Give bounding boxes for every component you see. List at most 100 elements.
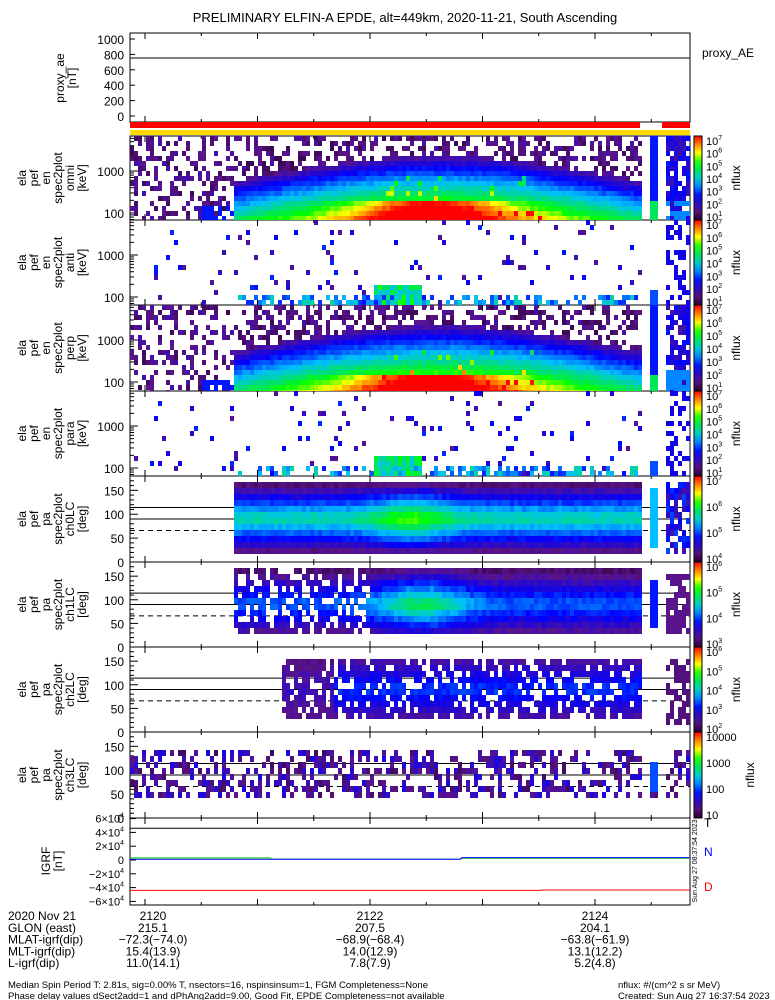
colorbar-tick-label: 106 bbox=[706, 148, 722, 161]
colorbar-tick-label: 10000 bbox=[706, 732, 737, 744]
colorbar-tick-label-base: 10 bbox=[706, 284, 718, 296]
colorbar-tick-label: 103 bbox=[706, 441, 722, 454]
colorbar-tick-label: 107 bbox=[706, 475, 722, 488]
x-axis-row-value: −68.9(−68.4) bbox=[336, 933, 405, 947]
colorbar-tick-label: 102 bbox=[706, 198, 722, 211]
colorbar-tick-label-base: 10 bbox=[706, 149, 718, 161]
y-axis-label-line: pa bbox=[39, 512, 53, 526]
x-axis-row-label: L-igrf(dip) bbox=[8, 956, 59, 970]
colorbar-tick-label-exponent: 5 bbox=[718, 330, 722, 337]
x-axis-row-value: −63.8(−61.9) bbox=[561, 933, 630, 947]
y-tick-label: 50 bbox=[111, 788, 125, 802]
y-axis-label-line: proxy_ae bbox=[53, 53, 67, 103]
colorbar-tick-label: 106 bbox=[706, 501, 722, 514]
colorbar-tick-label-base: 10 bbox=[706, 639, 718, 651]
colorbar-tick-label-base: 10 bbox=[706, 199, 718, 211]
colorbar-tick-label-exponent: 7 bbox=[718, 390, 722, 397]
colorbar-tick-label-base: 10 bbox=[706, 246, 718, 258]
spectrogram-pa-ch0LC bbox=[130, 476, 690, 562]
colorbar-tick-label-exponent: 3 bbox=[718, 356, 722, 363]
colorbar-tick-label-base: 10 bbox=[706, 554, 718, 566]
colorbar-tick-label-base: 10 bbox=[706, 331, 718, 343]
colorbar-tick-label-base: 10 bbox=[706, 476, 718, 488]
orbit-indicator-bar bbox=[130, 130, 690, 135]
colorbar-tick-label: 102 bbox=[706, 723, 722, 736]
colorbar-tick-label: 103 bbox=[706, 356, 722, 369]
y-axis-label-line: ch1LC bbox=[63, 587, 77, 622]
colorbar-tick-label-exponent: 2 bbox=[718, 454, 722, 461]
proxy-ae-legend: proxy_AE bbox=[702, 46, 754, 60]
y-axis-label-line: en bbox=[39, 171, 53, 184]
igrf-N-green-line bbox=[130, 857, 690, 860]
colorbar-tick-label-base: 10 bbox=[706, 647, 718, 659]
y-axis-label-line: anti bbox=[63, 253, 77, 272]
y-tick-label-exponent: 4 bbox=[120, 840, 124, 847]
colorbar-tick-label-base: 10 bbox=[706, 666, 718, 678]
y-tick-label: −4×104 bbox=[89, 882, 124, 895]
colorbar-tick-label: 104 bbox=[706, 258, 722, 271]
spectrogram-en-para bbox=[130, 391, 690, 476]
y-axis-label-line: perp bbox=[63, 336, 77, 360]
x-axis-row-value: 207.5 bbox=[355, 921, 385, 935]
colorbar-tick-label-base: 10 bbox=[706, 404, 718, 416]
y-axis-label-line: [nT] bbox=[51, 851, 65, 872]
colorbar-tick-label-base: 10 bbox=[706, 455, 718, 467]
y-axis-label-line: pef bbox=[27, 424, 41, 441]
colorbar-tick-label-exponent: 2 bbox=[718, 369, 722, 376]
y-tick-label: 100 bbox=[104, 679, 124, 693]
colorbar-tick-label: 104 bbox=[706, 429, 722, 442]
colorbar-tick-label: 107 bbox=[706, 135, 722, 148]
colorbar-tick-label-exponent: 2 bbox=[718, 283, 722, 290]
colorbar-tick-label-exponent: 3 bbox=[718, 638, 722, 645]
y-tick-label: 100 bbox=[104, 291, 124, 305]
colorbar-tick-label: 104 bbox=[706, 173, 722, 186]
colorbar-label: nflux bbox=[729, 165, 743, 190]
igrf-ylabel: IGRF[nT] bbox=[39, 847, 65, 876]
colorbar-tick-label-exponent: 3 bbox=[718, 704, 722, 711]
igrf-N-blue-line bbox=[130, 857, 690, 860]
footer-line-1: Median Spin Period T: 2.81s, sig=0.00% T… bbox=[8, 980, 428, 991]
colorbar-tick-label-exponent: 5 bbox=[718, 160, 722, 167]
y-axis-label-line: pa bbox=[39, 598, 53, 612]
colorbar-tick-label-base: 10 bbox=[706, 259, 718, 271]
y-axis-label-line: IGRF bbox=[39, 847, 53, 876]
colorbar-tick-label-base: 10 bbox=[706, 318, 718, 330]
y-axis-label-line: pa bbox=[39, 683, 53, 697]
y-axis-label-line: omni bbox=[63, 165, 77, 191]
y-tick-label: 150 bbox=[104, 484, 124, 498]
y-tick-label-base: −2×10 bbox=[89, 869, 120, 881]
y-axis-label-line: [deg] bbox=[75, 762, 89, 789]
colorbar-tick-label-exponent: 3 bbox=[718, 186, 722, 193]
colorbar-tick-label-base: 10 bbox=[706, 161, 718, 173]
colorbar-tick-label: 106 bbox=[706, 232, 722, 245]
colorbar bbox=[693, 731, 703, 819]
y-axis-label-line: pef bbox=[27, 680, 41, 697]
y-axis-label-line: [keV] bbox=[75, 164, 89, 191]
y-tick-label: 150 bbox=[104, 740, 124, 754]
colorbar-tick-label-exponent: 7 bbox=[718, 304, 722, 311]
y-axis-label-line: ela bbox=[15, 254, 29, 270]
y-tick-label: 0 bbox=[117, 812, 124, 826]
colorbar-tick-label: 103 bbox=[706, 270, 722, 283]
y-tick-label: 100 bbox=[104, 376, 124, 390]
colorbar-tick-label: 1000 bbox=[706, 758, 730, 770]
colorbar-tick-label: 104 bbox=[706, 343, 722, 356]
y-axis-label-line: spec2plot bbox=[51, 407, 65, 459]
colorbar-tick-label-exponent: 4 bbox=[718, 343, 722, 350]
colorbar-tick-label: 101 bbox=[706, 467, 722, 480]
colorbar-label: nflux bbox=[729, 421, 743, 446]
colorbar-tick-label: 105 bbox=[706, 665, 722, 678]
colorbar-tick-label-base: 10 bbox=[706, 686, 718, 698]
spectrogram-en-anti bbox=[130, 220, 690, 305]
y-tick-label-exponent: 4 bbox=[120, 868, 124, 875]
colorbar-tick-label-base: 10 bbox=[706, 220, 718, 232]
colorbar-tick-label: 107 bbox=[706, 219, 722, 232]
y-axis-label-line: ela bbox=[15, 425, 29, 441]
colorbar-tick-label-base: 10 bbox=[706, 588, 718, 600]
y-axis-label-line: ch0LC bbox=[63, 501, 77, 536]
colorbar-label: nflux bbox=[729, 335, 743, 360]
colorbar-tick-label-exponent: 6 bbox=[718, 501, 722, 508]
